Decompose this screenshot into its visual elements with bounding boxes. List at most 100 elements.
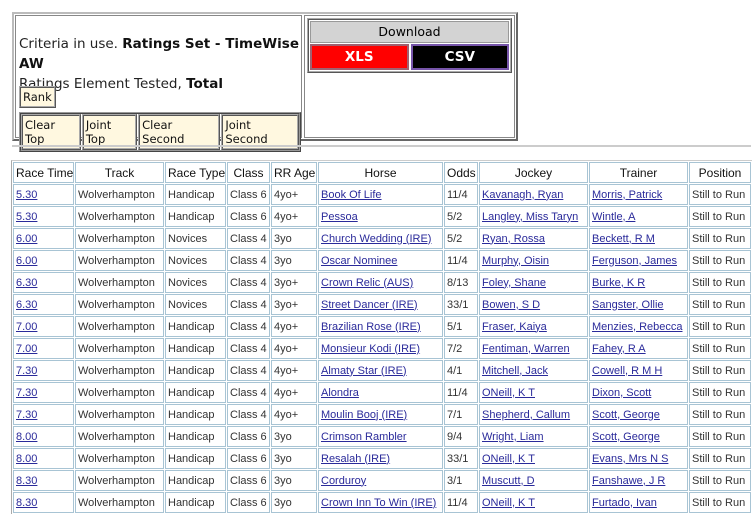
horse-link[interactable]: Almaty Star (IRE) bbox=[321, 364, 407, 377]
cell-class: Class 4 bbox=[227, 250, 270, 271]
race-time-link[interactable]: 6.00 bbox=[16, 254, 38, 267]
horse-link[interactable]: Book Of Life bbox=[321, 188, 382, 201]
race-time-link[interactable]: 6.30 bbox=[16, 276, 38, 289]
cell-race-type: Handicap bbox=[165, 426, 226, 447]
race-time-link[interactable]: 8.30 bbox=[16, 496, 38, 509]
cell-race-time: 6.30 bbox=[13, 294, 74, 315]
cell-class: Class 6 bbox=[227, 206, 270, 227]
clear-top-button[interactable]: Clear Top bbox=[21, 114, 81, 150]
jockey-link[interactable]: Shepherd, Callum bbox=[482, 408, 571, 421]
cell-rr-age: 3yo bbox=[271, 426, 317, 447]
cell-race-type: Handicap bbox=[165, 360, 226, 381]
joint-top-button[interactable]: Joint Top bbox=[81, 114, 138, 150]
jockey-link[interactable]: Fentiman, Warren bbox=[482, 342, 570, 355]
race-time-link[interactable]: 6.30 bbox=[16, 298, 38, 311]
table-row: 7.00 Wolverhampton Handicap Class 4 4yo+ Braz… bbox=[13, 316, 751, 337]
jockey-link[interactable]: Wright, Liam bbox=[482, 430, 544, 443]
cell-position: Still to Run bbox=[689, 470, 751, 491]
cell-horse: Moulin Booj (IRE) bbox=[318, 404, 443, 425]
horse-link[interactable]: Crown Relic (AUS) bbox=[321, 276, 414, 289]
horse-link[interactable]: Church Wedding (IRE) bbox=[321, 232, 432, 245]
jockey-link[interactable]: ONeill, K T bbox=[482, 452, 535, 465]
cell-race-time: 8.00 bbox=[13, 426, 74, 447]
trainer-link[interactable]: Ferguson, James bbox=[592, 254, 677, 267]
trainer-link[interactable]: Morris, Patrick bbox=[592, 188, 663, 201]
trainer-link[interactable]: Beckett, R M bbox=[592, 232, 655, 245]
cell-rr-age: 3yo+ bbox=[271, 294, 317, 315]
cell-class: Class 4 bbox=[227, 272, 270, 293]
race-time-link[interactable]: 7.30 bbox=[16, 386, 38, 399]
trainer-link[interactable]: Cowell, R M H bbox=[592, 364, 663, 377]
cell-position: Still to Run bbox=[689, 250, 751, 271]
race-time-link[interactable]: 7.30 bbox=[16, 364, 38, 377]
cell-rr-age: 4yo+ bbox=[271, 338, 317, 359]
rank-button[interactable]: Rank bbox=[19, 86, 56, 108]
element-value: Total bbox=[186, 76, 223, 92]
race-time-link[interactable]: 7.30 bbox=[16, 408, 38, 421]
cell-rr-age: 4yo+ bbox=[271, 316, 317, 337]
horse-link[interactable]: Crimson Rambler bbox=[321, 430, 407, 443]
trainer-link[interactable]: Dixon, Scott bbox=[592, 386, 652, 399]
horse-link[interactable]: Moulin Booj (IRE) bbox=[321, 408, 408, 421]
horse-link[interactable]: Crown Inn To Win (IRE) bbox=[321, 496, 437, 509]
trainer-link[interactable]: Furtado, Ivan bbox=[592, 496, 657, 509]
jockey-link[interactable]: Ryan, Rossa bbox=[482, 232, 545, 245]
horse-link[interactable]: Brazilian Rose (IRE) bbox=[321, 320, 421, 333]
horse-link[interactable]: Alondra bbox=[321, 386, 359, 399]
horse-link[interactable]: Corduroy bbox=[321, 474, 367, 487]
race-time-link[interactable]: 7.00 bbox=[16, 320, 38, 333]
race-time-link[interactable]: 7.00 bbox=[16, 342, 38, 355]
cell-rr-age: 4yo+ bbox=[271, 206, 317, 227]
jockey-link[interactable]: ONeill, K T bbox=[482, 496, 535, 509]
cell-race-type: Handicap bbox=[165, 316, 226, 337]
cell-class: Class 4 bbox=[227, 316, 270, 337]
trainer-link[interactable]: Sangster, Ollie bbox=[592, 298, 664, 311]
cell-class: Class 6 bbox=[227, 448, 270, 469]
cell-horse: Corduroy bbox=[318, 470, 443, 491]
cell-race-type: Handicap bbox=[165, 206, 226, 227]
xls-download-button[interactable]: XLS bbox=[310, 44, 409, 70]
joint-second-button[interactable]: Joint Second bbox=[221, 114, 299, 150]
jockey-link[interactable]: Bowen, S D bbox=[482, 298, 541, 311]
csv-download-button[interactable]: CSV bbox=[410, 44, 509, 70]
race-time-link[interactable]: 5.30 bbox=[16, 188, 38, 201]
race-time-link[interactable]: 8.00 bbox=[16, 452, 38, 465]
trainer-link[interactable]: Scott, George bbox=[592, 408, 660, 421]
jockey-link[interactable]: Mitchell, Jack bbox=[482, 364, 549, 377]
jockey-link[interactable]: Muscutt, D bbox=[482, 474, 535, 487]
race-time-link[interactable]: 5.30 bbox=[16, 210, 38, 223]
jockey-link[interactable]: Kavanagh, Ryan bbox=[482, 188, 564, 201]
cell-odds: 4/1 bbox=[444, 360, 478, 381]
header-race-time: Race Time bbox=[13, 162, 74, 183]
cell-trainer: Morris, Patrick bbox=[589, 184, 688, 205]
horse-link[interactable]: Street Dancer (IRE) bbox=[321, 298, 418, 311]
horse-link[interactable]: Oscar Nominee bbox=[321, 254, 398, 267]
cell-position: Still to Run bbox=[689, 338, 751, 359]
jockey-link[interactable]: Murphy, Oisin bbox=[482, 254, 550, 267]
trainer-link[interactable]: Burke, K R bbox=[592, 276, 646, 289]
cell-race-time: 7.30 bbox=[13, 360, 74, 381]
horse-link[interactable]: Pessoa bbox=[321, 210, 358, 223]
trainer-link[interactable]: Fanshawe, J R bbox=[592, 474, 666, 487]
jockey-link[interactable]: Foley, Shane bbox=[482, 276, 547, 289]
race-time-link[interactable]: 8.30 bbox=[16, 474, 38, 487]
trainer-link[interactable]: Wintle, A bbox=[592, 210, 636, 223]
cell-trainer: Wintle, A bbox=[589, 206, 688, 227]
trainer-link[interactable]: Fahey, R A bbox=[592, 342, 646, 355]
trainer-link[interactable]: Evans, Mrs N S bbox=[592, 452, 669, 465]
cell-class: Class 4 bbox=[227, 360, 270, 381]
horse-link[interactable]: Monsieur Kodi (IRE) bbox=[321, 342, 421, 355]
jockey-link[interactable]: Langley, Miss Taryn bbox=[482, 210, 579, 223]
trainer-link[interactable]: Menzies, Rebecca bbox=[592, 320, 683, 333]
clear-second-button[interactable]: Clear Second bbox=[138, 114, 221, 150]
cell-class: Class 6 bbox=[227, 184, 270, 205]
cell-rr-age: 3yo bbox=[271, 470, 317, 491]
cell-position: Still to Run bbox=[689, 184, 751, 205]
jockey-link[interactable]: Fraser, Kaiya bbox=[482, 320, 547, 333]
race-time-link[interactable]: 6.00 bbox=[16, 232, 38, 245]
jockey-link[interactable]: ONeill, K T bbox=[482, 386, 535, 399]
race-time-link[interactable]: 8.00 bbox=[16, 430, 38, 443]
horse-link[interactable]: Resalah (IRE) bbox=[321, 452, 391, 465]
trainer-link[interactable]: Scott, George bbox=[592, 430, 660, 443]
cell-race-type: Novices bbox=[165, 272, 226, 293]
